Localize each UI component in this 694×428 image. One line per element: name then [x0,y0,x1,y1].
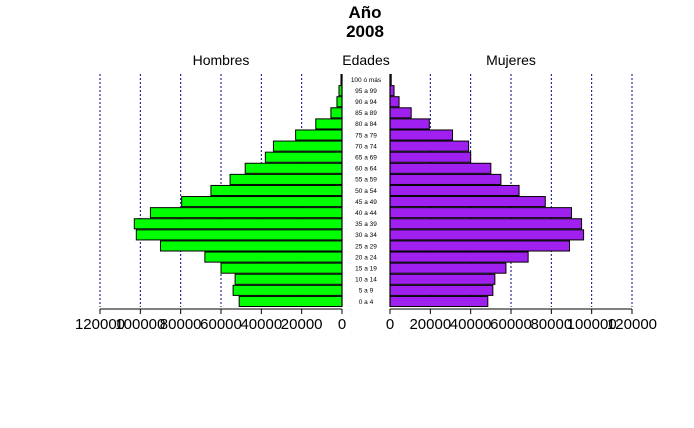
age-group-label: 0 a 4 [359,299,374,306]
x-tick-label-right: 20000 [409,316,451,333]
x-tick-label-left: 0 [338,316,346,333]
bar-hombres [272,140,343,152]
bar-mujeres [389,140,470,152]
bar-mujeres [389,229,585,241]
bar-mujeres [389,184,520,197]
age-group-label: 20 a 24 [355,254,377,261]
age-group-label: 15 a 19 [355,265,377,272]
bar-mujeres [389,151,472,163]
age-group-label: 100 ó más [351,77,382,84]
bar-hombres [238,295,343,307]
bar-hombres [210,184,343,197]
bar-mujeres [389,218,583,230]
bar-mujeres [389,96,400,108]
bar-mujeres [389,273,496,285]
age-group-label: 50 a 54 [355,188,377,195]
x-tick-label-left: 60000 [200,316,242,333]
bar-mujeres [389,85,395,97]
x-tick-label-right: 100000 [567,316,617,333]
age-group-label: 30 a 34 [355,232,377,239]
x-tick-label-right: 40000 [450,316,492,333]
age-group-label: 45 a 49 [355,199,377,206]
right-panel-label: Mujeres [486,52,536,68]
age-group-label: 90 a 94 [355,99,377,106]
bar-mujeres [389,251,529,263]
age-group-label: 95 a 99 [355,88,377,95]
bar-mujeres [389,262,507,274]
bar-hombres [149,207,343,219]
x-tick-label-left: 120000 [75,316,125,333]
bar-mujeres [389,118,430,130]
bar-hombres [336,96,343,108]
bar-hombres [181,196,343,208]
bar-hombres [204,251,343,263]
age-group-label: 10 a 14 [355,277,377,284]
age-group-label: 25 a 29 [355,243,377,250]
bar-hombres [160,240,343,252]
bar-hombres [315,118,343,130]
bar-hombres [264,151,343,163]
bar-mujeres [389,173,502,185]
bar-mujeres [389,162,492,174]
age-group-label: 55 a 59 [355,177,377,184]
age-group-label: 40 a 44 [355,210,377,217]
x-tick-label-left: 100000 [115,316,165,333]
x-tick-label-left: 80000 [160,316,202,333]
bar-hombres [330,107,343,119]
bar-hombres [133,218,343,230]
bar-hombres [135,229,343,241]
bar-mujeres [389,207,572,219]
chart-title: Año [348,3,381,22]
age-group-label: 85 a 89 [355,110,377,117]
left-panel-label: Hombres [193,52,250,68]
bar-mujeres [389,295,489,307]
bar-mujeres [389,240,570,252]
chart-subtitle: 2008 [346,22,384,41]
age-group-label: 60 a 64 [355,166,377,173]
bar-hombres [232,284,343,296]
age-labels: 100 ó más 95 a 99 90 a 94 85 a 89 80 a 84 75 … [351,77,382,306]
bar-hombres [234,273,343,285]
bar-mujeres [389,107,412,119]
age-group-label: 65 a 69 [355,155,377,162]
age-group-label: 80 a 84 [355,121,377,128]
age-group-label: 35 a 39 [355,221,377,228]
bar-hombres [244,162,343,174]
bar-mujeres [389,284,494,296]
x-tick-label-right: 120000 [607,316,657,333]
age-group-label: 70 a 74 [355,143,377,150]
age-group-label: 75 a 79 [355,132,377,139]
bar-hombres [295,129,343,141]
x-tick-label-left: 20000 [281,316,323,333]
bar-hombres [229,173,343,185]
bar-mujeres [389,129,454,141]
x-tick-label-right: 80000 [530,316,572,333]
age-group-label: 5 a 9 [359,288,374,295]
x-tick-label-left: 40000 [240,316,282,333]
x-tick-label-right: 60000 [490,316,532,333]
center-axis-label: Edades [342,52,389,68]
x-tick-label-right: 0 [386,316,394,333]
bar-mujeres [389,196,546,208]
bar-hombres [220,262,343,274]
